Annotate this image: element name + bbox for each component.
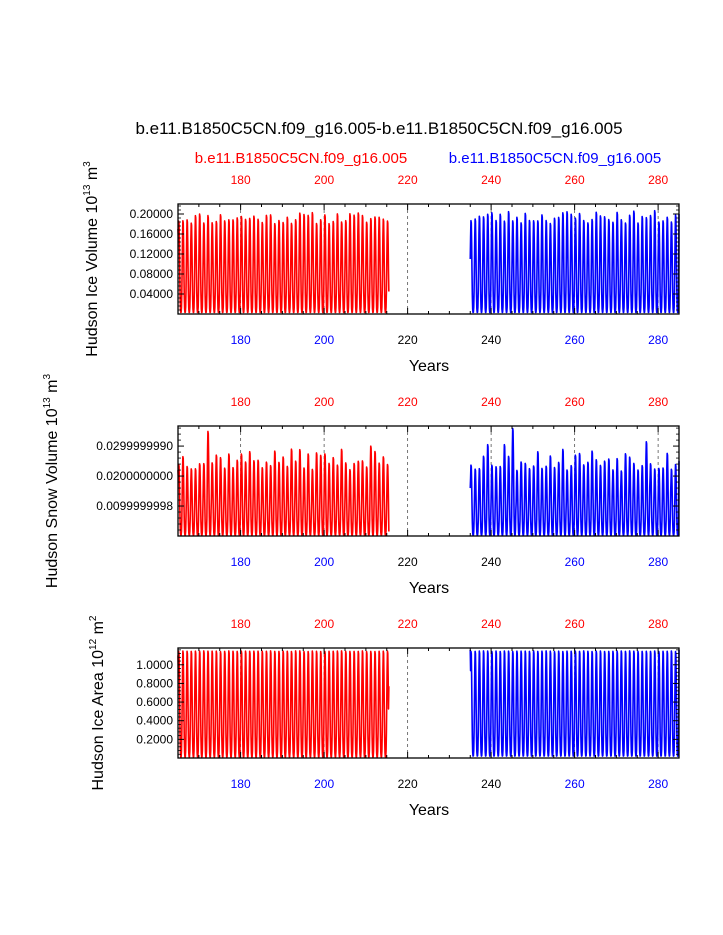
x-tick-label-bottom: 180	[231, 555, 251, 569]
series-line-ice-volume-blue	[469, 209, 680, 314]
y-axis-label-unit-exponent: 3	[82, 161, 93, 167]
x-tick-label-top: 280	[648, 395, 668, 409]
y-tick-label: 0.12000	[130, 247, 174, 261]
x-tick-label-bottom: 180	[231, 777, 251, 791]
x-tick-label-bottom: 260	[565, 777, 585, 791]
figure-title: b.e11.B1850C5CN.f09_g16.005-b.e11.B1850C…	[135, 119, 622, 138]
y-tick-label: 0.6000	[136, 695, 173, 709]
y-axis-label-exponent: 13	[82, 184, 93, 196]
x-tick-label-bottom: 280	[648, 777, 668, 791]
x-tick-label-bottom: 240	[481, 777, 501, 791]
x-tick-label-bottom: 280	[648, 555, 668, 569]
y-tick-label: 0.0299999990	[96, 439, 173, 453]
y-axis-label-unit: m	[84, 167, 101, 185]
x-tick-label-top: 220	[398, 617, 418, 631]
x-tick-label-top: 180	[231, 173, 251, 187]
y-axis-label-exponent: 12	[88, 638, 99, 650]
y-axis-label-unit: m	[44, 379, 61, 397]
series-line-snow-volume-red	[177, 430, 390, 537]
y-axis-label-unit-exponent: 3	[42, 373, 53, 379]
x-tick-label-bottom: 220	[398, 333, 418, 347]
y-axis-label: Hudson Snow Volume 1013 m3	[42, 373, 61, 588]
y-tick-label: 0.0200000000	[96, 469, 173, 483]
x-tick-label-bottom: 240	[481, 555, 501, 569]
x-tick-label-top: 200	[314, 173, 334, 187]
y-tick-label: 0.04000	[130, 287, 174, 301]
x-tick-label-bottom: 260	[565, 555, 585, 569]
x-tick-label-bottom: 220	[398, 777, 418, 791]
x-tick-label-top: 240	[481, 173, 501, 187]
x-tick-label-top: 260	[565, 617, 585, 631]
x-tick-label-top: 260	[565, 173, 585, 187]
y-axis-label-main: Hudson Ice Volume 10	[84, 196, 101, 357]
legend-right-series: b.e11.B1850C5CN.f09_g16.005	[449, 150, 661, 167]
x-tick-label-top: 180	[231, 395, 251, 409]
x-axis-label: Years	[409, 358, 449, 375]
x-tick-label-top: 280	[648, 617, 668, 631]
x-tick-label-bottom: 220	[398, 555, 418, 569]
panel-snow-volume: 0.0099999998 0.0200000000 0.0299999990 180 2…	[42, 373, 680, 597]
x-tick-label-top: 260	[565, 395, 585, 409]
y-axis-label-main: Hudson Snow Volume 10	[44, 408, 61, 588]
y-axis-label-unit-exponent: 2	[88, 615, 99, 621]
y-axis-label: Hudson Ice Area 1012 m2	[88, 615, 107, 790]
x-tick-label-bottom: 260	[565, 333, 585, 347]
y-axis-label-exponent: 13	[42, 397, 53, 409]
y-tick-label: 0.2000	[136, 732, 173, 746]
y-axis-label-main: Hudson Ice Area 10	[90, 650, 107, 791]
x-tick-label-top: 220	[398, 395, 418, 409]
x-tick-label-top: 240	[481, 617, 501, 631]
y-tick-label: 1.0000	[136, 658, 173, 672]
x-axis-label: Years	[409, 580, 449, 597]
x-tick-label-top: 220	[398, 173, 418, 187]
x-tick-label-top: 240	[481, 395, 501, 409]
y-tick-label: 0.4000	[136, 714, 173, 728]
y-tick-label: 0.20000	[130, 207, 174, 221]
x-tick-label-bottom: 200	[314, 555, 334, 569]
y-tick-label: 0.8000	[136, 676, 173, 690]
x-tick-label-bottom: 200	[314, 333, 334, 347]
y-tick-label: 0.08000	[130, 267, 174, 281]
x-tick-label-top: 200	[314, 395, 334, 409]
series-line-ice-area-red	[177, 650, 390, 758]
series-line-ice-volume-red	[177, 211, 390, 314]
x-tick-label-bottom: 280	[648, 333, 668, 347]
series-line-ice-area-blue	[469, 649, 680, 757]
x-tick-label-bottom: 200	[314, 777, 334, 791]
x-tick-label-top: 180	[231, 617, 251, 631]
legend-left-series: b.e11.B1850C5CN.f09_g16.005	[195, 150, 407, 167]
panel-ice-area: 0.2000 0.4000 0.6000 0.8000 1.0000 180 200 220 2…	[88, 615, 680, 819]
x-tick-label-bottom: 180	[231, 333, 251, 347]
y-tick-label: 0.0099999998	[96, 499, 173, 513]
series-line-snow-volume-blue	[469, 427, 680, 537]
y-axis-label: Hudson Ice Volume 1013 m3	[82, 161, 101, 357]
y-tick-label: 0.16000	[130, 227, 174, 241]
x-axis-label: Years	[409, 802, 449, 819]
y-axis-label-unit: m	[90, 621, 107, 639]
x-tick-label-top: 200	[314, 617, 334, 631]
panel-ice-volume: 0.04000 0.08000 0.12000 0.16000 0.20000 180 20…	[82, 161, 680, 375]
x-tick-label-bottom: 240	[481, 333, 501, 347]
x-tick-label-top: 280	[648, 173, 668, 187]
